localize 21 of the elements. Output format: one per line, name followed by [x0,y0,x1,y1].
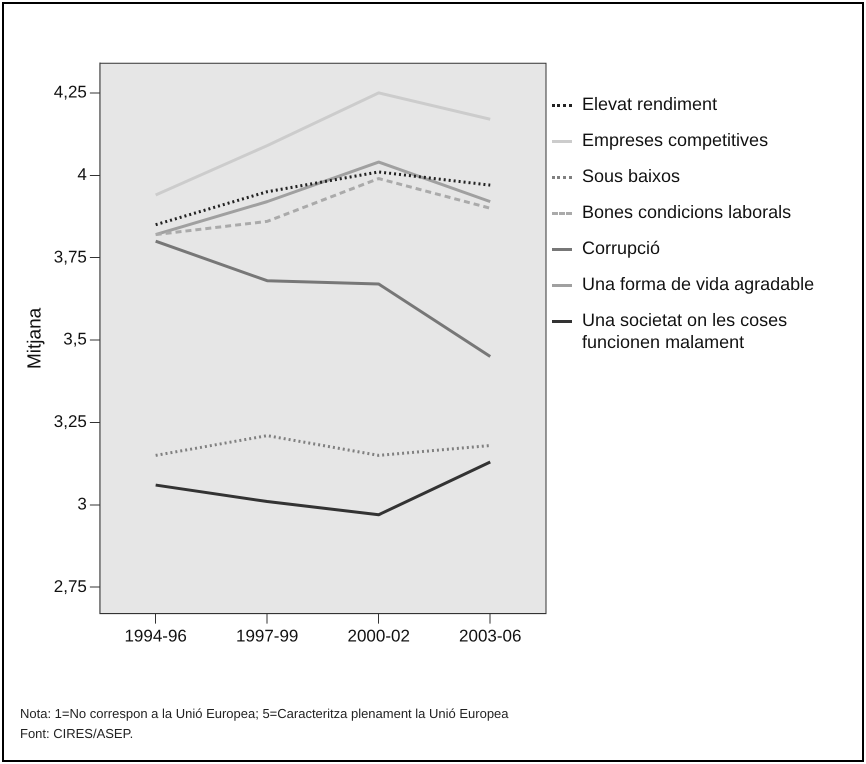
y-axis-title: Mitjana [24,307,46,370]
y-tick-label: 2,75 [54,576,87,596]
y-tick-label: 3 [77,494,87,514]
x-tick-label: 1994-96 [124,626,187,646]
y-tick-label: 3,75 [54,247,87,266]
x-tick-label: 1997-99 [236,626,298,646]
x-tick-label: 2003-06 [459,626,522,646]
y-tick-label: 3,5 [63,330,87,349]
legend-label: Bones condicions laborals [582,201,792,223]
text: Nota: 1=No correspon a la Unió Europea; 5=Caracteritza plenament la Unió Europea [20,706,509,721]
legend-label: Una forma de vida agradable [582,273,814,295]
legend-label: Empreses competitives [582,129,768,151]
y-tick-label: 4,25 [54,82,87,102]
y-tick-label: 4 [77,164,87,184]
y-tick-label: 3,25 [54,412,87,432]
legend-label: Elevat rendiment [582,93,718,115]
x-tick-label: 2000-02 [348,626,410,646]
legend-label: Corrupció [582,237,660,259]
legend-label: Sous baixos [582,165,680,187]
text: Font: CIRES/ASEP. [20,726,134,741]
legend-label: Una societat on les coses funcionen malament [582,309,788,353]
